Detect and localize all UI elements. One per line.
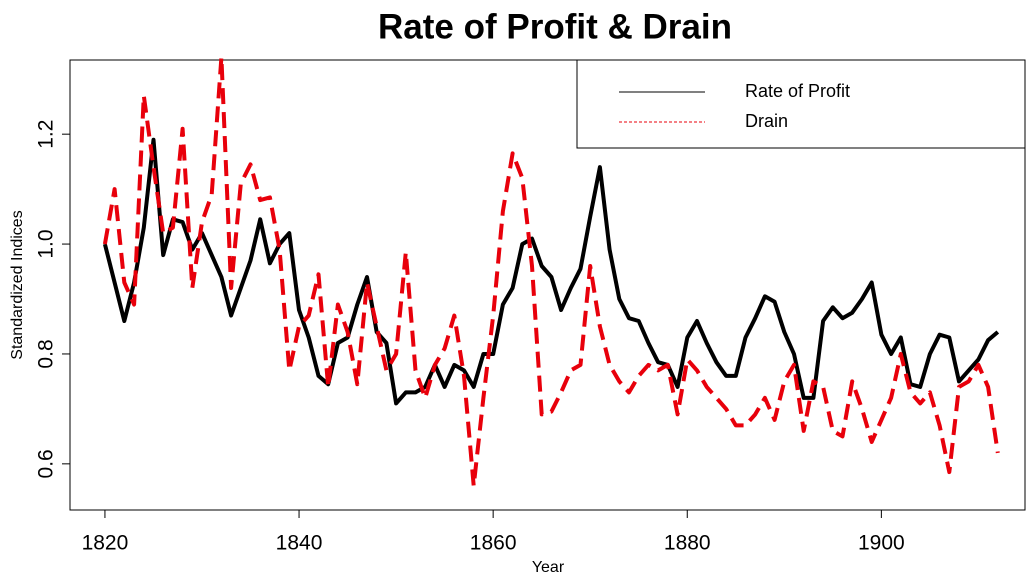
x-tick-label: 1820 — [82, 532, 129, 555]
y-axis-label: Standardized Indices — [9, 210, 26, 359]
line-series — [102, 55, 1000, 488]
plot-frame — [69, 59, 1026, 511]
y-tick-label: 0.8 — [35, 339, 58, 368]
chart-title: Rate of Profit & Drain — [378, 7, 732, 46]
x-tick-label: 1840 — [276, 532, 323, 555]
x-tick-label: 1880 — [664, 532, 711, 555]
x-axis-label: Year — [532, 559, 565, 576]
y-tick-label: 1.2 — [35, 120, 58, 149]
legend-label: Rate of Profit — [745, 81, 850, 101]
x-tick-label: 1860 — [470, 532, 517, 555]
legend-label: Drain — [745, 111, 788, 131]
line-series — [102, 137, 1000, 406]
y-tick-label: 0.6 — [35, 449, 58, 478]
legend-box — [576, 59, 1026, 149]
x-tick-label: 1900 — [858, 532, 905, 555]
y-tick-label: 1.0 — [35, 229, 58, 258]
